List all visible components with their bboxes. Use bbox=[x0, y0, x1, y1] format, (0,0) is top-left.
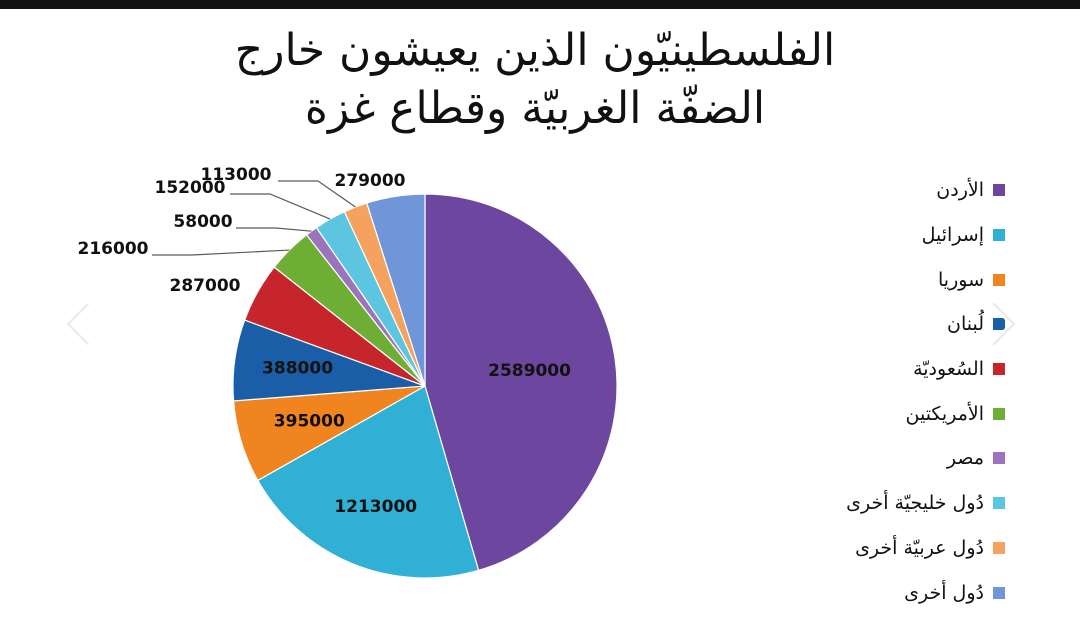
data-label-slice-2: 1213000 bbox=[334, 497, 417, 517]
legend-swatch bbox=[993, 229, 1005, 242]
legend-label: دُول عربيّة أخرى bbox=[855, 536, 984, 559]
legend-swatch bbox=[993, 407, 1005, 420]
legend-item-10: دُول أخرى bbox=[675, 570, 1005, 615]
top-bar bbox=[0, 0, 1080, 9]
leader-line-slice-6 bbox=[152, 249, 290, 256]
leader-line-slice-9 bbox=[278, 180, 356, 208]
chevron-left-icon bbox=[64, 300, 92, 348]
data-label-slice-10: 279000 bbox=[335, 171, 406, 191]
legend-label: سوريا bbox=[938, 268, 984, 291]
chart-legend: الأردن إسرائيل سوريا لُبنان السُعوديّة الأمري… bbox=[675, 168, 1005, 615]
legend-item-1: الأردن bbox=[675, 168, 1005, 213]
legend-label: السُعوديّة bbox=[913, 358, 984, 381]
legend-swatch bbox=[993, 184, 1005, 197]
legend-swatch bbox=[993, 452, 1005, 465]
leader-line-slice-8 bbox=[230, 193, 331, 220]
data-label-slice-4: 388000 bbox=[262, 359, 333, 379]
chevron-right-icon bbox=[990, 300, 1018, 348]
data-label-slice-5: 287000 bbox=[170, 276, 241, 296]
legend-swatch bbox=[993, 586, 1005, 599]
chart-title-line-2: الضفّة الغربيّة وقطاع غزة bbox=[304, 83, 766, 134]
legend-label: الأردن bbox=[936, 179, 984, 202]
legend-swatch bbox=[993, 541, 1005, 554]
data-label-slice-6: 216000 bbox=[78, 239, 149, 259]
data-label-slice-9: 113000 bbox=[201, 165, 272, 185]
legend-item-7: مصر bbox=[675, 436, 1005, 481]
chart-title: الفلسطينيّون الذين يعيشون خارج الضفّة ال… bbox=[120, 22, 950, 138]
legend-item-2: إسرائيل bbox=[675, 213, 1005, 258]
pie-slice-1 bbox=[424, 193, 618, 572]
legend-item-3: سوريا bbox=[675, 257, 1005, 302]
legend-item-9: دُول عربيّة أخرى bbox=[675, 526, 1005, 571]
legend-item-8: دُول خليجيّة أخرى bbox=[675, 481, 1005, 526]
legend-swatch bbox=[993, 318, 1005, 331]
legend-swatch bbox=[993, 363, 1005, 376]
leader-line-slice-7 bbox=[236, 227, 312, 232]
data-label-slice-3: 395000 bbox=[274, 411, 345, 431]
data-label-slice-8: 152000 bbox=[155, 178, 226, 198]
legend-item-5: السُعوديّة bbox=[675, 347, 1005, 392]
pie-slice-10 bbox=[366, 193, 426, 387]
legend-item-4: لُبنان bbox=[675, 302, 1005, 347]
chart-title-line-1: الفلسطينيّون الذين يعيشون خارج bbox=[234, 25, 836, 76]
legend-label: دُول أخرى bbox=[904, 581, 984, 604]
legend-item-6: الأمريكتين bbox=[675, 391, 1005, 436]
legend-label: لُبنان bbox=[947, 313, 984, 336]
data-label-slice-7: 58000 bbox=[173, 212, 232, 232]
next-button[interactable] bbox=[976, 296, 1032, 352]
legend-label: إسرائيل bbox=[921, 224, 984, 247]
legend-swatch bbox=[993, 273, 1005, 286]
legend-label: دُول خليجيّة أخرى bbox=[846, 492, 984, 515]
legend-label: الأمريكتين bbox=[905, 402, 985, 425]
legend-swatch bbox=[993, 497, 1005, 510]
pie-slice-2 bbox=[256, 385, 480, 579]
previous-button[interactable] bbox=[50, 296, 106, 352]
data-label-slice-1: 2589000 bbox=[488, 361, 571, 381]
legend-label: مصر bbox=[946, 447, 984, 470]
